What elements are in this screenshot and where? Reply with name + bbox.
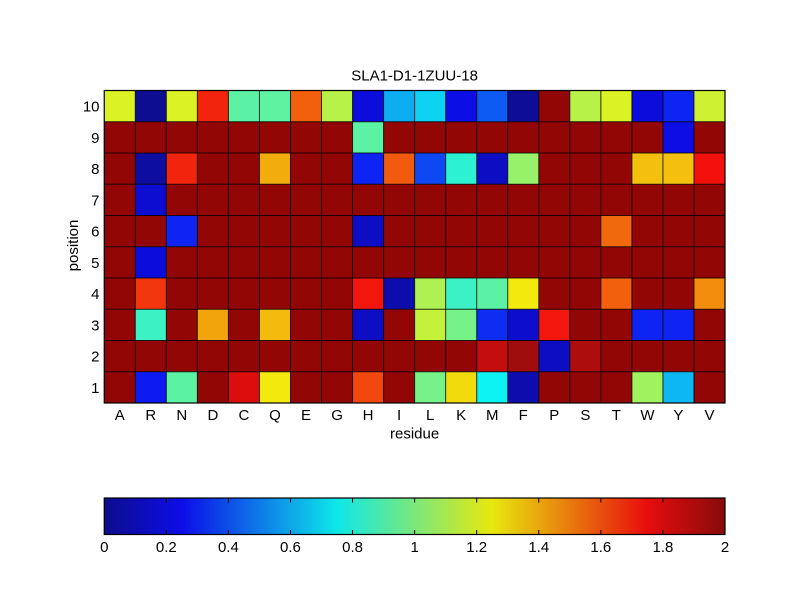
svg-text:8: 8 (91, 161, 99, 178)
svg-text:0.8: 0.8 (342, 539, 363, 556)
svg-text:0.4: 0.4 (218, 539, 239, 556)
svg-text:1.4: 1.4 (528, 539, 549, 556)
svg-text:H: H (363, 407, 374, 424)
svg-text:1.2: 1.2 (466, 539, 487, 556)
svg-text:9: 9 (91, 130, 99, 147)
svg-text:4: 4 (91, 286, 99, 303)
svg-text:2: 2 (91, 349, 99, 366)
svg-text:F: F (519, 407, 528, 424)
svg-text:L: L (426, 407, 434, 424)
svg-text:E: E (301, 407, 311, 424)
svg-text:1.8: 1.8 (652, 539, 673, 556)
svg-text:1: 1 (410, 539, 418, 556)
svg-text:N: N (176, 407, 187, 424)
svg-text:0: 0 (100, 539, 108, 556)
svg-text:V: V (704, 407, 714, 424)
svg-text:W: W (640, 407, 655, 424)
svg-text:Q: Q (269, 407, 281, 424)
svg-text:6: 6 (91, 224, 99, 241)
svg-text:G: G (331, 407, 343, 424)
svg-text:5: 5 (91, 255, 99, 272)
svg-text:1.6: 1.6 (590, 539, 611, 556)
svg-text:C: C (238, 407, 249, 424)
svg-text:T: T (612, 407, 621, 424)
svg-text:K: K (456, 407, 466, 424)
svg-text:SLA1-D1-1ZUU-18: SLA1-D1-1ZUU-18 (351, 68, 478, 85)
svg-text:2: 2 (721, 539, 729, 556)
svg-text:0.2: 0.2 (156, 539, 177, 556)
svg-text:M: M (486, 407, 499, 424)
svg-text:3: 3 (91, 317, 99, 334)
svg-text:P: P (549, 407, 559, 424)
svg-text:7: 7 (91, 192, 99, 209)
svg-text:I: I (397, 407, 401, 424)
svg-text:0.6: 0.6 (280, 539, 301, 556)
svg-text:10: 10 (83, 99, 100, 116)
svg-text:Y: Y (673, 407, 683, 424)
svg-text:residue: residue (390, 426, 439, 443)
svg-text:position: position (65, 220, 82, 272)
svg-text:D: D (207, 407, 218, 424)
svg-text:S: S (580, 407, 590, 424)
svg-text:A: A (115, 407, 125, 424)
svg-text:R: R (145, 407, 156, 424)
svg-text:1: 1 (91, 380, 99, 397)
